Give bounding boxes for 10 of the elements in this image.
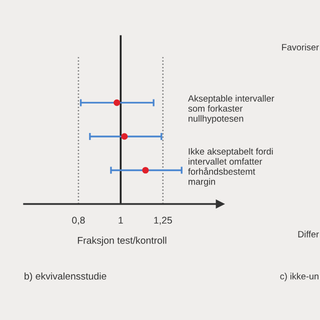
x-tick-label: 1,25 (154, 216, 172, 225)
text: Differ (298, 230, 319, 238)
x-tick-label: 0,8 (72, 216, 85, 225)
annotation: Ikke akseptabelt fordi intervallet omfatter forhåndsbestemt margin (188, 148, 273, 187)
annotation: Akseptable intervaller som forkaster nullhypotesen (188, 95, 274, 124)
text: Favoriser (282, 44, 319, 50)
x-tick-label: 1 (118, 216, 123, 224)
text: b) ekvivalensstudie (24, 272, 106, 282)
x-axis-title: Fraksjon test/kontroll (78, 236, 166, 246)
text: c) ikke-un (280, 272, 318, 282)
